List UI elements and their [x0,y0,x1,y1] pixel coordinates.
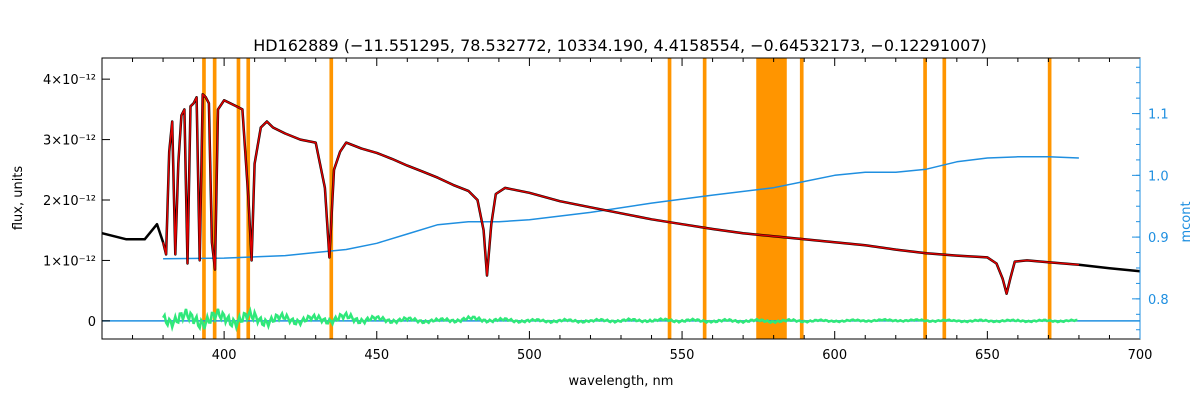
axes [101,57,1141,340]
series-continuum-line [163,156,1079,260]
series-residual-line [162,306,1078,333]
y-tick-label-2: 2×10⁻¹² [43,194,96,209]
series-model-line [162,93,1079,295]
masked-band-5 [667,58,672,339]
y-tick-label-3: 3×10⁻¹² [43,134,96,149]
masked-band-1 [212,58,217,339]
y2-axis: 0.8 0.9 1.0 1.1 [1132,58,1169,339]
x-axis-title: wavelength, nm [569,374,674,389]
y-axis-title: flux, units [11,166,26,231]
x-tick-label-500: 500 [517,348,542,363]
y-tick-label-4: 4×10⁻¹² [43,73,96,88]
x-tick-label-550: 550 [670,348,695,363]
x-tick-label-450: 450 [364,348,389,363]
masked-band-7 [756,58,787,339]
y2-tick-label-0: 0.8 [1148,293,1169,308]
y-axis: 0 1×10⁻¹² 2×10⁻¹² 3×10⁻¹² 4×10⁻¹² [43,73,110,330]
y-tick-label-0: 0 [88,315,96,330]
x-tick-label-650: 650 [975,348,1000,363]
masked-band-6 [702,58,707,339]
x-tick-label-700: 700 [1128,348,1153,363]
masked-band-2 [236,58,241,339]
y2-axis-title: mcont [1179,201,1194,242]
y-tick-label-1: 1×10⁻¹² [43,254,96,269]
x-tick-label-600: 600 [822,348,847,363]
x-tick-label-400: 400 [212,348,237,363]
masked-band-9 [923,58,927,339]
chart-title: HD162889 (−11.551295, 78.532772, 10334.1… [253,36,987,55]
plot-frame [101,57,1141,340]
series-observed-line [101,93,1141,295]
masked-band-0 [202,58,206,339]
x-axis: 400 450 500 550 600 650 700 [132,58,1153,363]
y2-tick-label-1: 0.9 [1148,231,1169,246]
masked-band-11 [1047,58,1052,339]
y2-tick-label-2: 1.0 [1148,169,1169,184]
masked-bands [202,58,1052,339]
masked-band-10 [942,58,947,339]
masked-band-8 [799,58,804,339]
series-group [101,93,1141,333]
y2-tick-label-3: 1.1 [1148,108,1169,123]
